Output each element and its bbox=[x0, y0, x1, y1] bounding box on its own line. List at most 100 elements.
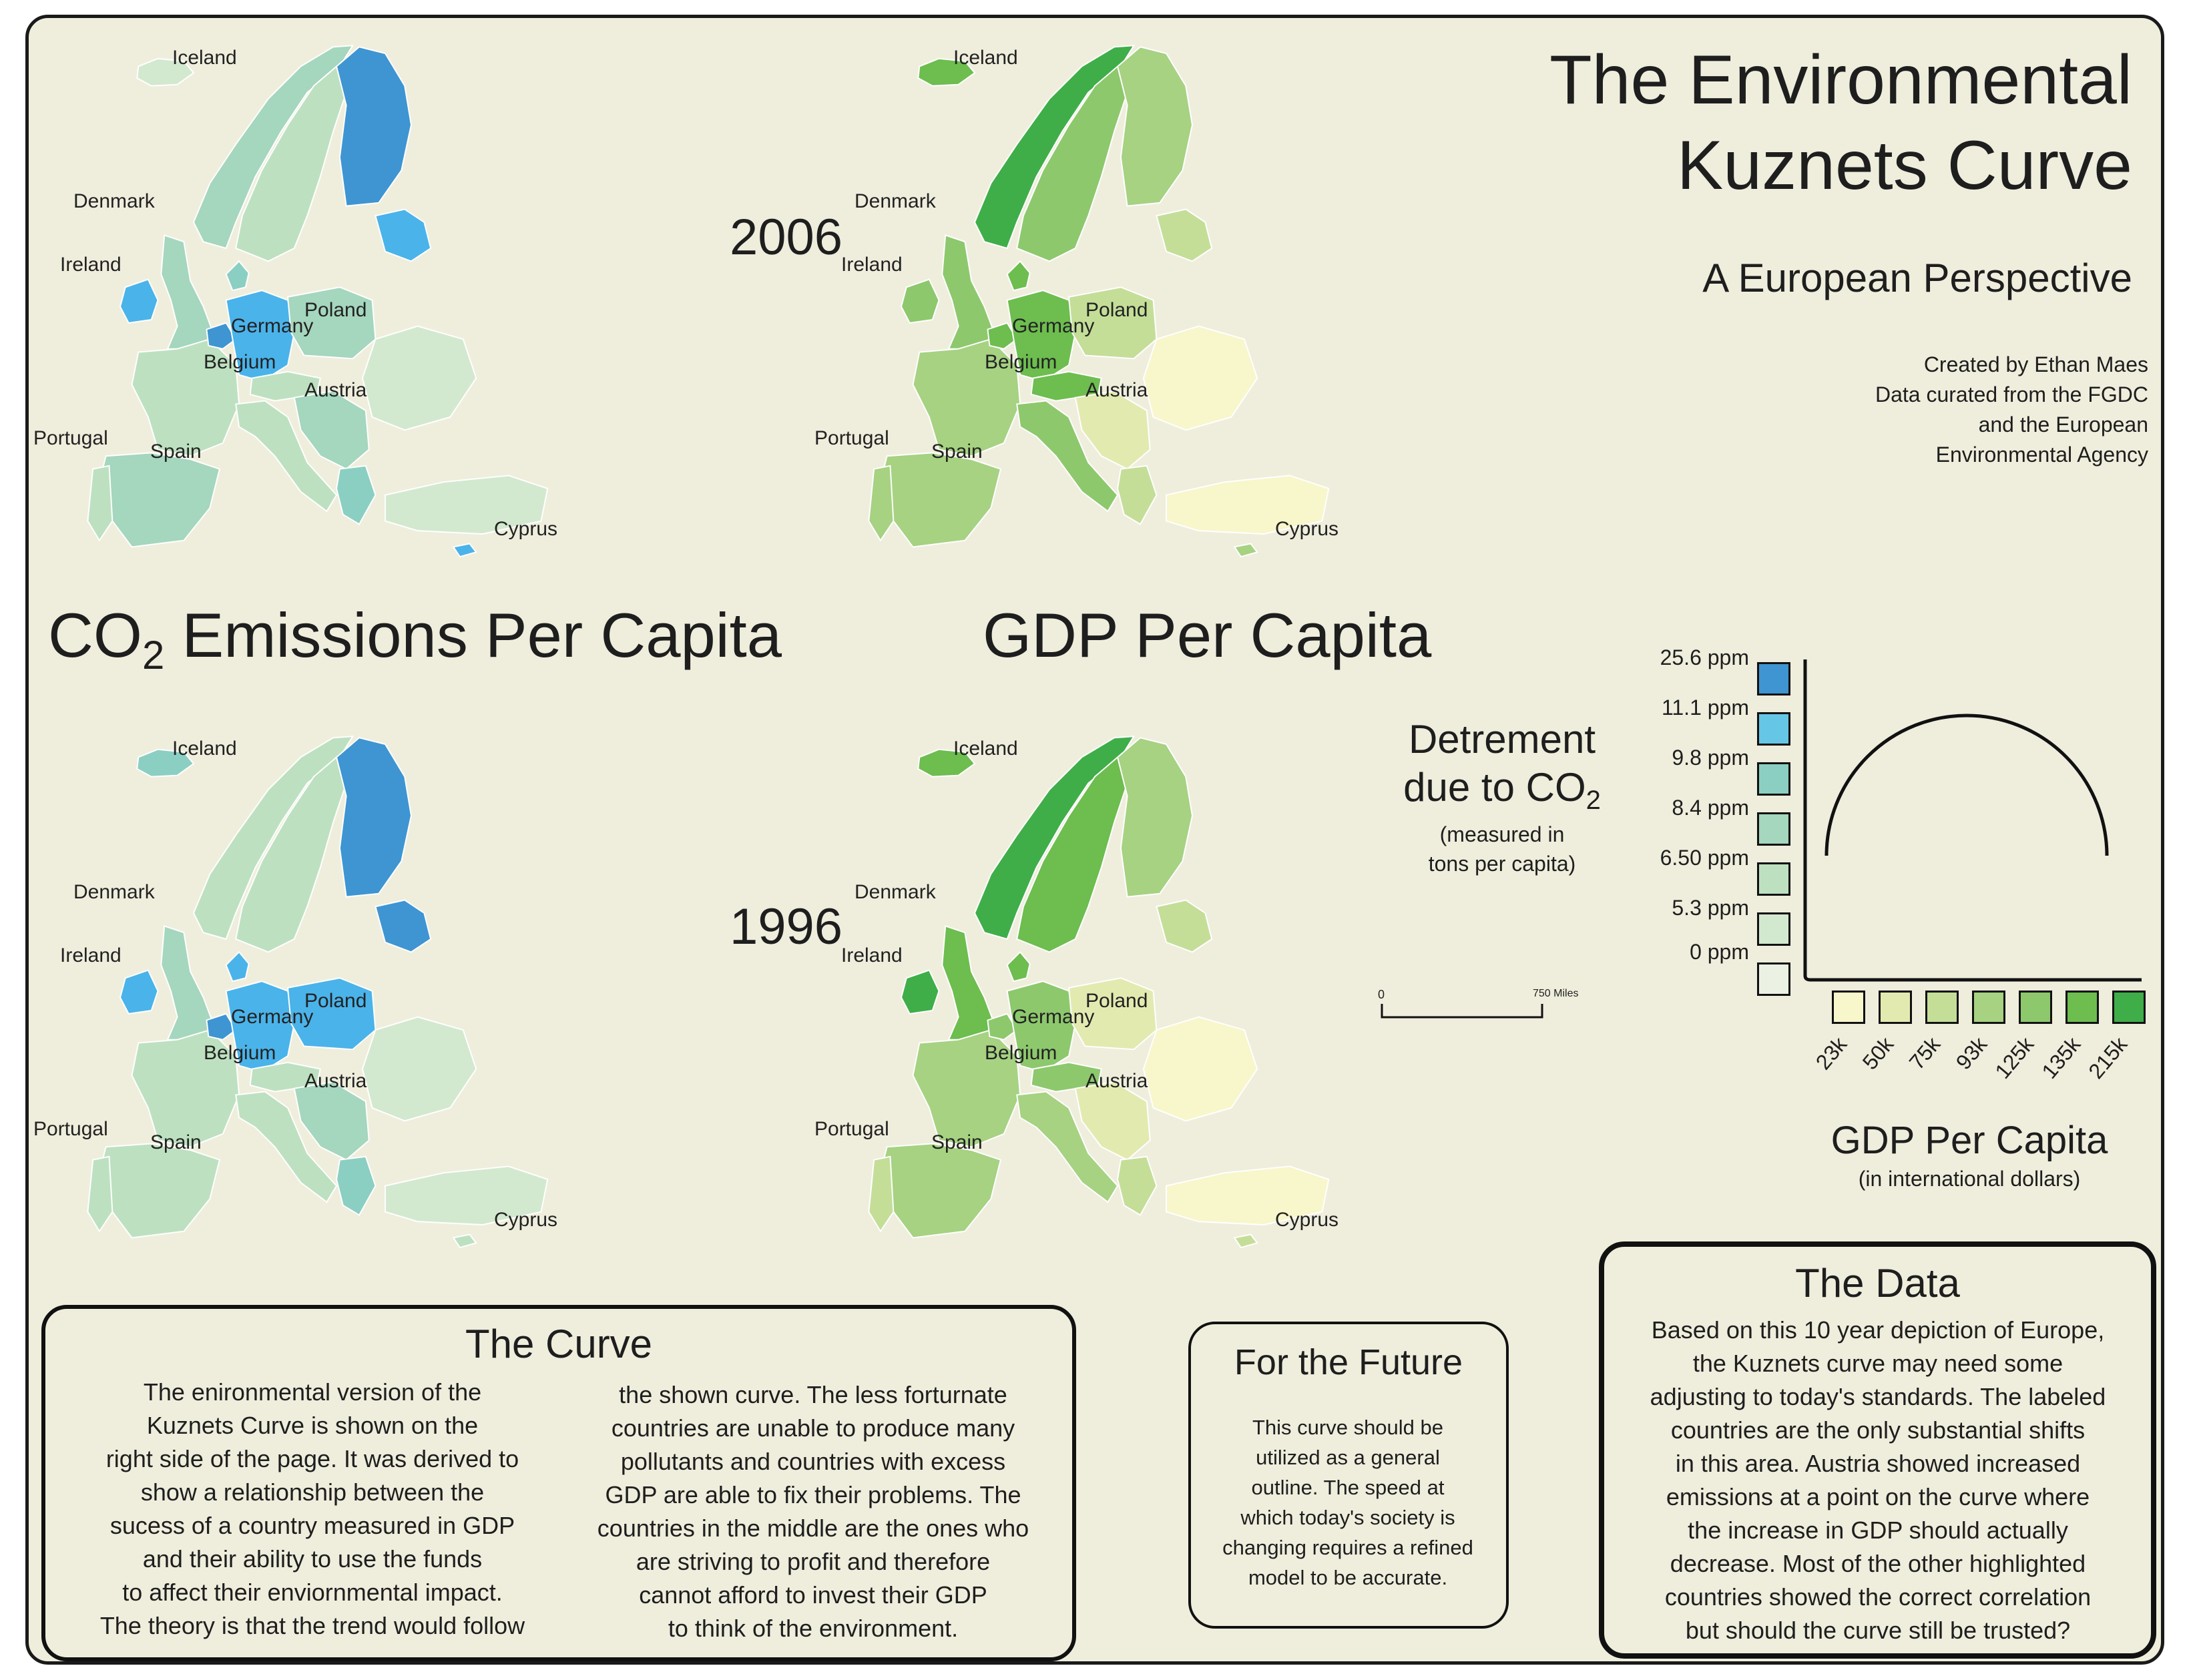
country-denmark bbox=[225, 950, 250, 983]
country-norway bbox=[192, 736, 354, 940]
country-finland bbox=[1116, 737, 1193, 898]
country-eastern bbox=[1142, 1016, 1258, 1122]
future-body: This curve should be utilized as a genera… bbox=[1198, 1412, 1498, 1593]
country-turkey bbox=[385, 1165, 549, 1225]
scale-start: 0 bbox=[1378, 988, 1385, 1001]
country-norway bbox=[973, 736, 1136, 940]
country-finland bbox=[335, 46, 412, 207]
europe-map-svg bbox=[868, 736, 1330, 1249]
co2-level-label: 9.8 ppm bbox=[1672, 746, 1749, 770]
gdp-map-title: GDP Per Capita bbox=[983, 600, 1432, 670]
country-label-cyprus: Cyprus bbox=[1275, 518, 1339, 540]
country-ireland bbox=[901, 969, 940, 1015]
country-italy bbox=[235, 1091, 338, 1203]
country-russia-north bbox=[375, 208, 432, 262]
year-label-1996: 1996 bbox=[730, 898, 843, 955]
data-text-line: in this area. Austria showed increased bbox=[1675, 1450, 2081, 1477]
country-greece bbox=[336, 1155, 377, 1216]
country-label-poland: Poland bbox=[304, 990, 367, 1012]
country-label-cyprus: Cyprus bbox=[1275, 1209, 1339, 1231]
country-france bbox=[131, 1029, 240, 1148]
country-belgium bbox=[987, 1013, 1018, 1041]
co2-level-label: 6.50 ppm bbox=[1660, 846, 1749, 870]
co2-legend-swatch bbox=[1757, 962, 1790, 996]
co2-map-1996: Iceland Denmark Ireland Germany Poland Belgiu… bbox=[33, 718, 557, 1251]
data-text-line: decrease. Most of the other highlighted bbox=[1670, 1550, 2086, 1577]
data-text-line: emissions at a point on the curve where bbox=[1666, 1483, 2090, 1510]
future-text-line: which today's society is bbox=[1240, 1506, 1455, 1529]
country-portugal bbox=[868, 1155, 895, 1233]
co2-legend-swatch bbox=[1757, 762, 1790, 796]
country-label-denmark: Denmark bbox=[855, 881, 936, 903]
future-text-line: This curve should be bbox=[1252, 1416, 1444, 1439]
gdp-level-label: 125k bbox=[1990, 1032, 2039, 1083]
country-ireland bbox=[901, 278, 940, 324]
curve-text-line: countries are unable to produce many bbox=[611, 1414, 1015, 1442]
co2-map-title: CO2 Emissions Per Capita bbox=[48, 600, 782, 677]
future-text-line: changing requires a refined bbox=[1222, 1536, 1473, 1559]
country-denmark bbox=[1006, 260, 1031, 292]
curve-text-line: are striving to profit and therefore bbox=[636, 1548, 991, 1575]
country-poland bbox=[287, 977, 377, 1051]
data-text-line: the increase in GDP should actually bbox=[1688, 1516, 2068, 1544]
detriment-title: Detrement due to CO2 bbox=[1403, 717, 1601, 815]
future-text-line: utilized as a general bbox=[1256, 1446, 1440, 1469]
co2-legend-swatch bbox=[1757, 662, 1790, 695]
country-label-spain: Spain bbox=[150, 441, 202, 463]
country-belgium bbox=[206, 322, 237, 350]
country-uk bbox=[160, 234, 214, 350]
data-text-line: Based on this 10 year depiction of Europ… bbox=[1651, 1316, 2105, 1344]
gdp-legend-swatch bbox=[2019, 991, 2052, 1024]
country-finland bbox=[335, 737, 412, 898]
data-text-line: but should the curve still be trusted? bbox=[1685, 1617, 2071, 1644]
europe-map-svg bbox=[87, 45, 549, 558]
country-label-spain: Spain bbox=[931, 1131, 983, 1153]
axis-lines bbox=[1803, 659, 2142, 982]
curve-text-box: The Curve The enironmental version of th… bbox=[41, 1305, 1076, 1661]
country-label-austria: Austria bbox=[304, 379, 367, 401]
country-portugal bbox=[87, 465, 113, 542]
country-label-denmark: Denmark bbox=[855, 190, 936, 212]
data-heading: The Data bbox=[1795, 1261, 1960, 1306]
scale-end: 750 Miles bbox=[1533, 988, 1579, 999]
curve-axes bbox=[1803, 659, 2142, 982]
kuznets-curve-line bbox=[1824, 714, 2109, 856]
country-label-portugal: Portugal bbox=[814, 1118, 889, 1140]
co2-legend-swatch bbox=[1757, 862, 1790, 896]
country-label-ireland: Ireland bbox=[841, 254, 903, 276]
page-title: The Environmental Kuznets Curve bbox=[1549, 41, 2132, 204]
co2-legend-swatch bbox=[1757, 712, 1790, 746]
data-text-line: countries are the only substantial shift… bbox=[1670, 1416, 2086, 1444]
gdp-level-label: 75k bbox=[1904, 1032, 1945, 1075]
country-finland bbox=[1116, 46, 1193, 207]
future-text-line: outline. The speed at bbox=[1251, 1476, 1445, 1499]
gdp-level-label: 50k bbox=[1857, 1032, 1899, 1075]
country-eastern bbox=[361, 1016, 477, 1122]
curve-text-line: right side of the page. It was derived t… bbox=[105, 1445, 519, 1472]
gdp-axis-note: (in international dollars) bbox=[1858, 1167, 2081, 1191]
country-iceland bbox=[917, 57, 976, 87]
co2-level-label: 5.3 ppm bbox=[1672, 896, 1749, 920]
country-label-ireland: Ireland bbox=[60, 944, 121, 966]
country-label-austria: Austria bbox=[304, 1070, 367, 1092]
gdp-axis-title: GDP Per Capita bbox=[1831, 1119, 2108, 1162]
data-text-line: adjusting to today's standards. The labe… bbox=[1650, 1383, 2106, 1410]
country-russia-north bbox=[375, 899, 432, 953]
country-balkans bbox=[293, 1081, 370, 1161]
curve-text-line: countries in the middle are the ones who bbox=[597, 1514, 1029, 1542]
country-label-poland: Poland bbox=[1085, 990, 1148, 1012]
country-label-germany: Germany bbox=[1012, 315, 1095, 337]
country-iceland bbox=[136, 57, 195, 87]
country-portugal bbox=[868, 465, 895, 542]
country-label-poland: Poland bbox=[304, 299, 367, 321]
country-label-germany: Germany bbox=[231, 1006, 314, 1028]
gdp-map-2006: Iceland Denmark Ireland Germany Poland Belgiu… bbox=[814, 27, 1339, 561]
curve-heading: The Curve bbox=[465, 1322, 653, 1366]
gdp-legend-swatch bbox=[1925, 991, 1959, 1024]
country-denmark bbox=[1006, 950, 1031, 983]
country-turkey bbox=[1166, 475, 1330, 535]
country-uk bbox=[941, 234, 995, 350]
country-iceland bbox=[136, 748, 195, 778]
country-label-portugal: Portugal bbox=[33, 427, 108, 449]
co2-level-label: 25.6 ppm bbox=[1660, 645, 1749, 669]
